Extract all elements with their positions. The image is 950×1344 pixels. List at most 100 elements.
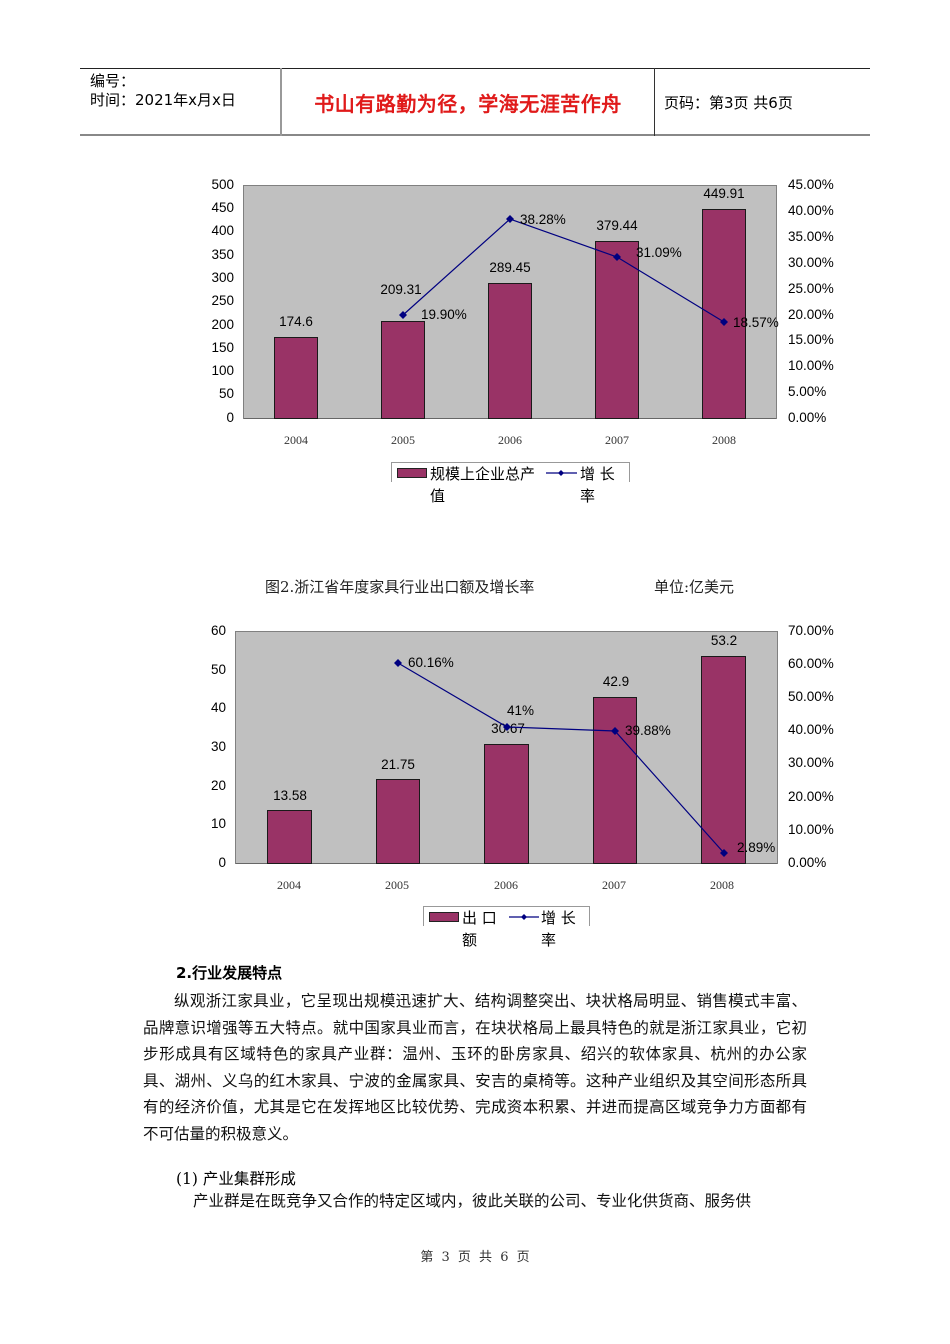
chart2-y2tick: 70.00% xyxy=(788,623,834,638)
chart2-ytick: 0 xyxy=(218,855,226,870)
chart2-ytick: 60 xyxy=(210,623,226,638)
chart1-point-label: 18.57% xyxy=(733,315,779,330)
chart1-y2tick: 40.00% xyxy=(788,203,834,218)
chart1-growth-line xyxy=(399,215,728,326)
chart2-point-label: 41% xyxy=(507,703,535,718)
chart1-y2tick: 25.00% xyxy=(788,281,834,296)
chart1-bar-label: 209.31 xyxy=(380,282,422,297)
header-page-number: 页码：第3页 共6页 xyxy=(664,94,793,112)
legend-bar-swatch xyxy=(397,468,427,478)
chart1-ytick: 250 xyxy=(211,293,234,308)
chart2-bar-label: 13.58 xyxy=(273,788,307,803)
legend-bar-label: 规模上企业总产 xyxy=(430,465,536,483)
chart2-y2tick: 30.00% xyxy=(788,755,834,770)
chart1-bar-2007 xyxy=(595,241,639,419)
chart1-ytick: 50 xyxy=(218,386,234,401)
chart2-ytick: 50 xyxy=(210,662,226,677)
chart1-ytick: 350 xyxy=(211,247,234,262)
chart1-xtick: 2005 xyxy=(391,433,415,447)
chart1-ytick: 0 xyxy=(226,410,234,425)
chart2-xtick: 2008 xyxy=(710,878,734,892)
chart1-ytick: 450 xyxy=(211,200,234,215)
chart1-point-label: 38.28% xyxy=(520,212,566,227)
header-motto: 书山有路勤为径，学海无涯苦作舟 xyxy=(314,91,622,116)
chart1-y2tick: 15.00% xyxy=(788,332,834,347)
chart2-bar-2004 xyxy=(267,810,312,864)
figure-caption: 图2.浙江省年度家具行业出口额及增长率 xyxy=(265,578,535,596)
chart1-y2tick: 5.00% xyxy=(788,384,827,399)
chart1-point-label: 31.09% xyxy=(636,245,682,260)
page-footer: 第 3 页 共 6 页 xyxy=(420,1250,530,1265)
legend-bar-label-wrap: 值 xyxy=(430,487,446,505)
chart2-y2tick: 40.00% xyxy=(788,722,834,737)
doc-id-label: 编号： xyxy=(90,72,136,90)
chart1-point-label: 19.90% xyxy=(421,307,467,322)
chart1-bar-2008 xyxy=(702,209,746,419)
chart2-point-label: 2.89% xyxy=(737,840,776,855)
legend-line-label-wrap: 率 xyxy=(580,487,596,505)
chart2-ytick: 40 xyxy=(210,700,226,715)
legend-line-swatch xyxy=(546,470,577,476)
chart1-y2tick: 0.00% xyxy=(788,410,827,425)
figure-unit: 单位:亿美元 xyxy=(654,578,735,596)
chart1-bar-2005 xyxy=(381,321,425,419)
legend-line-label: 增 长 xyxy=(580,465,615,483)
chart2-y2tick: 50.00% xyxy=(788,689,834,704)
chart2-y2tick: 20.00% xyxy=(788,789,834,804)
body-paragraph: 产业群是在既竞争又合作的特定区域内，彼此关联的公司、专业化供货商、服务供 xyxy=(193,1192,752,1210)
chart2-bar-2007 xyxy=(593,697,637,864)
header-divider-left xyxy=(280,68,282,136)
legend-bar-swatch xyxy=(429,912,459,922)
chart-output-value: 500 450 400 350 300 250 200 150 100 50 0… xyxy=(0,0,950,520)
chart1-xtick: 2004 xyxy=(284,433,308,447)
chart2-y2tick: 0.00% xyxy=(788,855,827,870)
doc-date-label: 时间：2021年x月x日 xyxy=(90,91,236,109)
header-bottom-rule xyxy=(80,134,870,136)
chart1-y2tick: 35.00% xyxy=(788,229,834,244)
chart2-growth-line xyxy=(394,659,728,857)
subsection-heading: (1) 产业集群形成 xyxy=(176,1170,296,1188)
chart1-bar-label: 449.91 xyxy=(703,186,745,201)
chart2-xtick: 2004 xyxy=(277,878,301,892)
chart1-legend xyxy=(391,462,630,482)
chart2-xtick: 2007 xyxy=(602,878,626,892)
chart1-y2tick: 20.00% xyxy=(788,307,834,322)
chart1-ytick: 200 xyxy=(211,317,234,332)
chart1-ytick: 400 xyxy=(211,223,234,238)
legend-bar-label-wrap: 额 xyxy=(462,931,478,949)
section-heading: 2.行业发展特点 xyxy=(176,964,283,982)
chart2-ytick: 30 xyxy=(210,739,226,754)
chart2-ytick: 20 xyxy=(210,778,226,793)
chart1-bar-2006 xyxy=(488,283,532,419)
chart1-xtick: 2008 xyxy=(712,433,736,447)
chart1-bar-label: 174.6 xyxy=(279,314,313,329)
legend-line-label-wrap: 率 xyxy=(541,931,557,949)
chart-export-value: 60 50 40 30 20 10 0 70.00% 60.00% 50.00%… xyxy=(210,623,834,949)
chart1-y2tick: 10.00% xyxy=(788,358,834,373)
header-divider-right xyxy=(654,68,655,136)
chart1-y2tick: 30.00% xyxy=(788,255,834,270)
chart1-y2tick: 45.00% xyxy=(788,177,834,192)
legend-bar-label: 出 口 xyxy=(462,909,497,927)
chart1-bar-2004 xyxy=(274,337,318,419)
chart2-y2tick: 10.00% xyxy=(788,822,834,837)
legend-line-swatch xyxy=(509,914,539,920)
chart2-bar-label: 42.9 xyxy=(602,674,630,689)
chart1-ytick: 100 xyxy=(211,363,234,378)
chart2-ytick: 10 xyxy=(210,816,226,831)
chart2-y2tick: 60.00% xyxy=(788,656,834,671)
chart2-xtick: 2006 xyxy=(494,878,518,892)
chart2-bar-2006 xyxy=(484,744,529,864)
chart2-bar-label: 21.75 xyxy=(381,757,415,772)
chart2-bar-2008 xyxy=(701,656,746,864)
chart1-ytick: 300 xyxy=(211,270,234,285)
chart1-xtick: 2007 xyxy=(605,433,629,447)
chart2-point-label: 39.88% xyxy=(625,723,671,738)
header-top-rule xyxy=(80,68,870,69)
chart1-ytick: 150 xyxy=(211,340,234,355)
header-meta: 编号： 时间：2021年x月x日 xyxy=(90,72,236,110)
chart2-point-label: 60.16% xyxy=(408,655,454,670)
chart1-ytick: 500 xyxy=(211,177,234,192)
chart1-bar-label: 379.44 xyxy=(596,218,638,233)
chart1-xtick: 2006 xyxy=(498,433,522,447)
